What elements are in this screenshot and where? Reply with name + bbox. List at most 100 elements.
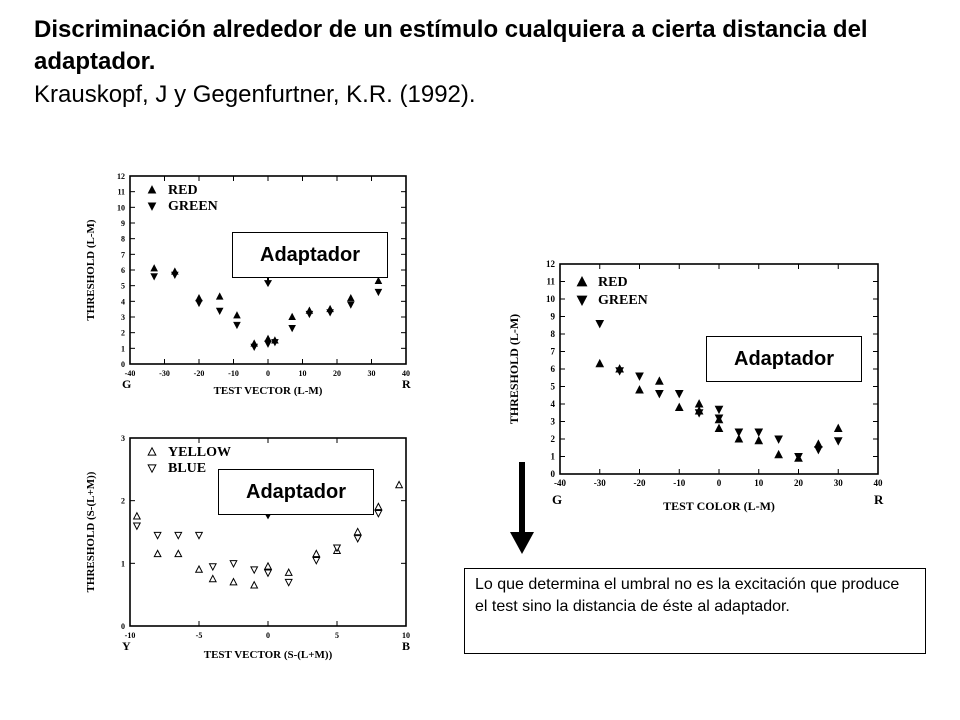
y-tick-label: 0 [121,622,125,631]
data-point [694,409,704,418]
data-point [754,428,764,437]
series-blue [132,510,383,587]
x-tick-label: -10 [228,369,239,378]
x-tick-label: -30 [159,369,170,378]
data-point [288,324,296,333]
y-tick-label: 5 [551,382,556,392]
data-point [153,549,162,558]
data-point [229,577,238,586]
data-point [332,544,342,553]
y-tick-label: 0 [551,469,556,479]
x-axis-label: TEST VECTOR (L-M) [214,385,323,397]
data-point [263,569,273,578]
data-point [215,292,224,300]
legend-label: RED [168,183,198,198]
x-tick-label: -30 [594,478,606,488]
x-tick-label: 5 [335,631,339,640]
x-tick-label: -10 [125,631,136,640]
x-end-label-left: Y [122,639,131,653]
y-tick-label: 11 [546,277,555,287]
legend-marker [147,446,157,456]
y-tick-label: 4 [551,399,556,409]
adaptador-arrow-head [264,280,272,288]
x-tick-label: -5 [196,631,203,640]
data-point [595,320,605,329]
y-tick-label: 5 [121,282,125,291]
x-tick-label: 0 [717,478,722,488]
y-tick-label: 2 [551,434,556,444]
x-tick-label: 20 [333,369,341,378]
data-point [312,549,321,558]
data-point [208,563,217,572]
legend-label: GREEN [598,293,648,308]
adaptador-callout-right: Adaptador [706,336,862,382]
series-green [150,271,383,352]
x-end-label-left: G [552,492,562,507]
legend-label: RED [598,275,628,290]
legend-label: YELLOW [168,445,231,460]
data-point [394,480,404,489]
y-tick-label: 10 [117,203,125,212]
data-point [833,423,843,432]
x-end-label-left: G [122,377,131,391]
y-tick-label: 3 [551,417,556,427]
legend-label: GREEN [168,199,218,214]
y-axis-label: THRESHOLD (L-M) [85,219,97,320]
data-point [195,299,203,308]
data-point [774,449,783,459]
data-point [215,307,224,315]
x-tick-label: 20 [794,478,804,488]
conclusion-note: Lo que determina el umbral no es la exci… [464,568,926,654]
data-point [250,343,258,352]
data-point [595,358,605,368]
chart-test-color-threshold: -40 -30 -20 -10 0 10 20 30 40 0 1 2 3 4 5 6 7 8 9 10 11 12 TES… [494,256,894,526]
x-tick-label: 30 [368,369,376,378]
x-end-label-right: R [874,492,884,507]
data-point [714,414,724,423]
y-tick-label: 7 [121,250,125,259]
data-point [347,301,355,309]
title-main: Discriminación alrededor de un estímulo … [34,16,868,75]
y-tick-label: 10 [546,294,556,304]
chart-s-threshold: -10 -5 0 5 10 0 1 2 3 TEST VECTOR (S-(L+M)) THRESH… [78,432,418,672]
data-point [374,510,383,518]
x-tick-label: -20 [634,478,646,488]
data-point [229,560,238,569]
y-tick-label: 3 [121,434,125,443]
data-point [674,390,684,399]
data-point [288,312,296,320]
data-point [814,446,823,455]
y-tick-label: 11 [117,188,125,197]
data-point [174,531,183,540]
adaptador-callout-top-left: Adaptador [232,232,388,278]
y-tick-label: 9 [121,219,125,228]
x-tick-label: -40 [125,369,136,378]
x-tick-label: -20 [194,369,205,378]
data-point [132,511,142,520]
chart-lm-svg: -40 -30 -20 -10 0 10 20 30 400123456789101112TES… [85,172,411,397]
data-point [374,502,383,511]
y-tick-label: 1 [121,559,125,568]
y-tick-label: 12 [546,259,556,269]
data-point [655,376,664,385]
chart-test-color-svg: -40 -30 -20 -10 0 10 20 30 400123456789101112TES… [507,259,884,513]
y-tick-label: 1 [121,344,125,353]
chart-s-svg: -10 -5 0 5 10 0 1 2 3 TEST VECTOR (S-(L+M)) THRESH… [85,434,410,661]
data-point [374,288,383,297]
data-point [150,264,158,272]
x-tick-label: 40 [874,478,884,488]
data-point [284,578,293,587]
y-tick-label: 6 [121,266,125,275]
y-tick-label: 7 [551,347,556,357]
data-point [714,423,724,432]
down-arrow-icon [510,462,534,554]
legend-marker [147,185,157,194]
y-tick-label: 3 [121,313,125,322]
data-point [774,435,783,444]
data-point [284,568,293,576]
data-point [833,437,843,446]
x-tick-label: 10 [299,369,307,378]
slide-title: Discriminación alrededor de un estímulo … [34,14,954,112]
legend-marker [576,295,588,307]
data-point [150,273,158,281]
